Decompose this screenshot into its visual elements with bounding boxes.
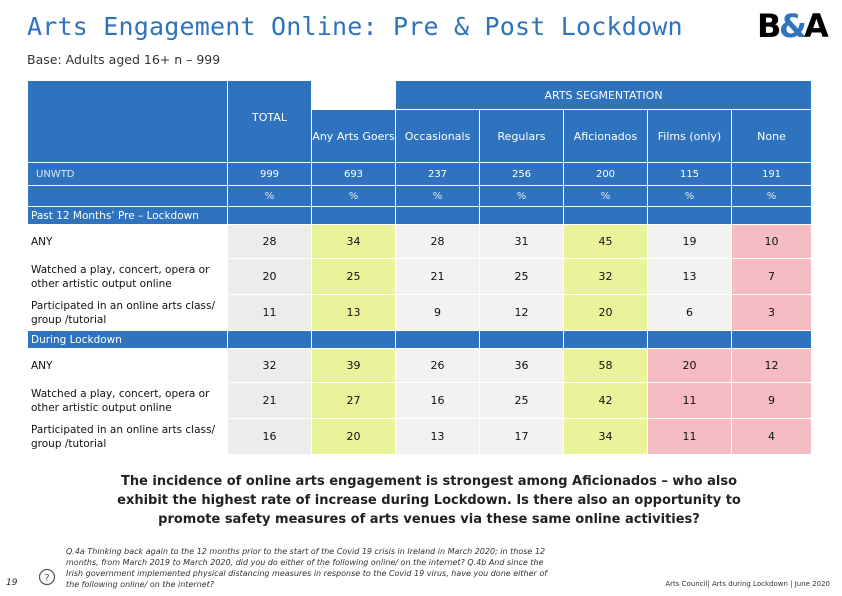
total-header: TOTAL <box>227 80 312 163</box>
table-row: ANY 32 39 26 36 58 20 12 <box>27 348 813 383</box>
unwtd-value: 999 <box>227 162 312 186</box>
col-header-occasionals: Occasionals <box>395 109 480 163</box>
col-header-any-arts-goers: Any Arts Goers <box>311 109 396 163</box>
cell-total: 28 <box>227 224 312 259</box>
row-label: Participated in an online arts class/ gr… <box>27 418 228 455</box>
cell-occasionals: 28 <box>395 224 480 259</box>
col-header-regulars: Regulars <box>479 109 564 163</box>
cell-regulars: 25 <box>479 382 564 419</box>
cell-none: 10 <box>730 224 813 259</box>
cell-occasionals: 21 <box>395 258 480 295</box>
cell-total: 20 <box>227 258 312 295</box>
key-insight-callout: The incidence of online arts engagement … <box>117 474 741 527</box>
unwtd-value: 115 <box>647 162 732 186</box>
unwtd-value: 191 <box>730 162 813 186</box>
cell-regulars: 12 <box>479 294 564 331</box>
cell-regulars: 36 <box>479 348 564 383</box>
row-label: Watched a play, concert, opera or other … <box>27 382 228 419</box>
logo-ampersand: & <box>779 7 806 42</box>
unwtd-value: 200 <box>563 162 648 186</box>
unwtd-value: 237 <box>395 162 480 186</box>
segmentation-table: TOTAL ARTS SEGMENTATION Any Arts Goers O… <box>27 80 813 455</box>
ba-logo: B & A <box>757 6 831 45</box>
cell-films-only: 11 <box>647 382 732 419</box>
section-label-pre-lockdown: Past 12 Months’ Pre – Lockdown <box>27 206 228 225</box>
col-header-none: None <box>730 109 813 163</box>
cell-regulars: 31 <box>479 224 564 259</box>
cell-total: 11 <box>227 294 312 331</box>
cell-none: 4 <box>730 418 813 455</box>
cell-occasionals: 13 <box>395 418 480 455</box>
cell-none: 9 <box>730 382 813 419</box>
row-label: Watched a play, concert, opera or other … <box>27 258 228 295</box>
cell-any-arts-goers: 34 <box>311 224 396 259</box>
segmentation-header: ARTS SEGMENTATION <box>394 80 813 110</box>
cell-total: 21 <box>227 382 312 419</box>
question-text: Q.4a Thinking back again to the 12 month… <box>66 547 548 589</box>
cell-total: 16 <box>227 418 312 455</box>
row-label: Participated in an online arts class/ gr… <box>27 294 228 331</box>
row-label: ANY <box>27 224 228 259</box>
cell-any-arts-goers: 13 <box>311 294 396 331</box>
cell-any-arts-goers: 20 <box>311 418 396 455</box>
base-subtitle: Base: Adults aged 16+ n – 999 <box>27 52 221 67</box>
row-label: ANY <box>27 348 228 383</box>
cell-films-only: 13 <box>647 258 732 295</box>
pct-marker: % <box>563 185 648 207</box>
header-blank-cell <box>27 80 228 163</box>
table-row: Participated in an online arts class/ gr… <box>27 294 813 331</box>
cell-regulars: 25 <box>479 258 564 295</box>
col-header-films-only: Films (only) <box>647 109 732 163</box>
cell-aficionados: 20 <box>563 294 648 331</box>
question-icon: ? <box>38 568 56 586</box>
pct-marker: % <box>395 185 480 207</box>
table-row: Participated in an online arts class/ gr… <box>27 418 813 455</box>
cell-any-arts-goers: 25 <box>311 258 396 295</box>
logo-letter-b: B <box>757 7 780 42</box>
cell-films-only: 20 <box>647 348 732 383</box>
footer-source: Arts Council| Arts during Lockdown | Jun… <box>665 580 830 588</box>
cell-films-only: 11 <box>647 418 732 455</box>
page-number: 19 <box>6 578 18 588</box>
cell-none: 7 <box>730 258 813 295</box>
cell-aficionados: 58 <box>563 348 648 383</box>
cell-aficionados: 45 <box>563 224 648 259</box>
cell-films-only: 19 <box>647 224 732 259</box>
page-title: Arts Engagement Online: Pre & Post Lockd… <box>27 12 683 41</box>
cell-occasionals: 9 <box>395 294 480 331</box>
cell-films-only: 6 <box>647 294 732 331</box>
unwtd-label: UNWTD <box>27 162 228 186</box>
pct-marker: % <box>730 185 813 207</box>
cell-none: 12 <box>730 348 813 383</box>
pct-marker: % <box>479 185 564 207</box>
pct-marker: % <box>311 185 396 207</box>
pct-marker: % <box>647 185 732 207</box>
cell-total: 32 <box>227 348 312 383</box>
table-row: Watched a play, concert, opera or other … <box>27 382 813 419</box>
cell-any-arts-goers: 27 <box>311 382 396 419</box>
cell-aficionados: 42 <box>563 382 648 419</box>
section-label-during-lockdown: During Lockdown <box>27 330 228 349</box>
cell-aficionados: 34 <box>563 418 648 455</box>
svg-text:?: ? <box>44 573 49 584</box>
table-row: ANY 28 34 28 31 45 19 10 <box>27 224 813 259</box>
cell-none: 3 <box>730 294 813 331</box>
col-header-aficionados: Aficionados <box>563 109 648 163</box>
cell-aficionados: 32 <box>563 258 648 295</box>
cell-regulars: 17 <box>479 418 564 455</box>
cell-occasionals: 16 <box>395 382 480 419</box>
cell-any-arts-goers: 39 <box>311 348 396 383</box>
unwtd-value: 693 <box>311 162 396 186</box>
table-row: Watched a play, concert, opera or other … <box>27 258 813 295</box>
unwtd-value: 256 <box>479 162 564 186</box>
pct-marker: % <box>227 185 312 207</box>
cell-occasionals: 26 <box>395 348 480 383</box>
logo-letter-a: A <box>804 7 829 42</box>
